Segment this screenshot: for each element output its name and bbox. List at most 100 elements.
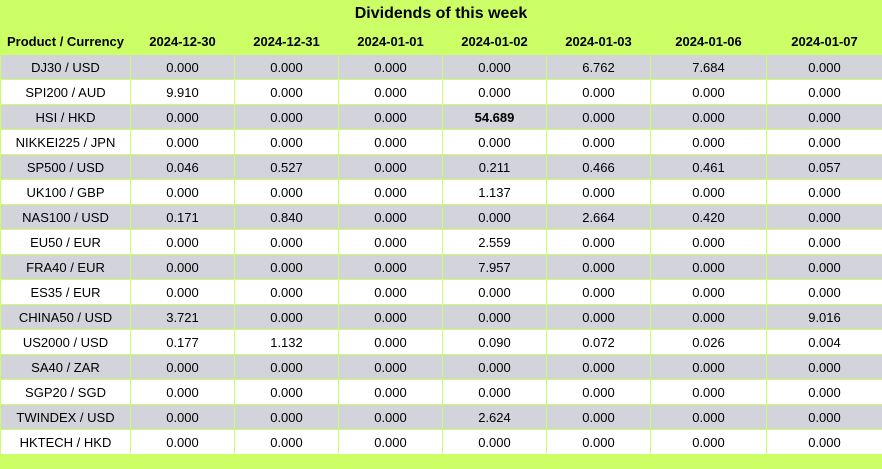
dividend-value-cell: 0.000	[766, 279, 882, 305]
dividend-value-cell: 0.000	[766, 254, 882, 280]
dividend-value-cell: 0.527	[234, 154, 339, 180]
dividend-value-cell: 0.000	[130, 54, 235, 80]
dividend-value-cell: 0.000	[546, 104, 651, 130]
dividend-value-cell: 0.000	[234, 54, 339, 80]
dividend-value-cell: 0.000	[234, 254, 339, 280]
header-date: 2024-01-03	[546, 28, 651, 55]
dividend-value-cell: 0.211	[442, 154, 547, 180]
table-row: HSI / HKD 0.000 0.000 0.000 54.689 0.000 0.000…	[0, 104, 882, 130]
table-row: SGP20 / SGD 0.000 0.000 0.000 0.000 0.000 0.00…	[0, 379, 882, 405]
dividend-value-cell: 0.000	[130, 129, 235, 155]
dividend-value-cell: 0.000	[234, 104, 339, 130]
table-row: US2000 / USD 0.177 1.132 0.000 0.090 0.072 0.0…	[0, 329, 882, 355]
dividend-value-cell: 0.000	[130, 179, 235, 205]
dividend-value-cell: 0.000	[442, 279, 547, 305]
dividend-value-cell: 0.000	[442, 429, 547, 455]
header-date: 2024-01-07	[766, 28, 882, 55]
table-row: FRA40 / EUR 0.000 0.000 0.000 7.957 0.000 0.00…	[0, 254, 882, 280]
dividend-value-cell: 0.000	[130, 279, 235, 305]
dividend-value-cell: 0.000	[442, 129, 547, 155]
header-date: 2024-12-31	[234, 28, 339, 55]
product-currency-cell: CHINA50 / USD	[0, 304, 131, 330]
table-row: UK100 / GBP 0.000 0.000 0.000 1.137 0.000 0.00…	[0, 179, 882, 205]
dividend-value-cell: 0.000	[234, 229, 339, 255]
dividend-value-cell: 3.721	[130, 304, 235, 330]
dividend-value-cell: 0.000	[650, 304, 767, 330]
dividend-value-cell: 0.000	[234, 79, 339, 105]
dividend-value-cell: 0.000	[766, 104, 882, 130]
dividend-value-cell: 0.000	[546, 304, 651, 330]
dividend-value-cell: 0.000	[546, 254, 651, 280]
dividend-value-cell: 0.000	[338, 229, 443, 255]
dividend-value-cell: 0.000	[442, 379, 547, 405]
dividend-value-cell: 0.090	[442, 329, 547, 355]
dividend-value-cell: 0.000	[766, 429, 882, 455]
product-currency-cell: SP500 / USD	[0, 154, 131, 180]
dividend-value-cell: 0.004	[766, 329, 882, 355]
table-row: SPI200 / AUD 9.910 0.000 0.000 0.000 0.000 0.0…	[0, 79, 882, 105]
dividend-value-cell: 0.466	[546, 154, 651, 180]
dividend-value-cell: 0.840	[234, 204, 339, 230]
dividend-value-cell: 0.000	[546, 229, 651, 255]
dividend-value-cell: 0.000	[234, 279, 339, 305]
dividend-value-cell: 0.000	[338, 154, 443, 180]
dividend-value-cell: 0.000	[234, 354, 339, 380]
dividend-value-cell: 54.689	[442, 104, 547, 130]
dividend-value-cell: 0.000	[650, 379, 767, 405]
dividend-value-cell: 0.000	[338, 304, 443, 330]
dividend-value-cell: 0.000	[650, 79, 767, 105]
table-row: NIKKEI225 / JPN 0.000 0.000 0.000 0.000 0.000…	[0, 129, 882, 155]
dividend-value-cell: 7.684	[650, 54, 767, 80]
dividend-value-cell: 0.000	[546, 379, 651, 405]
dividend-value-cell: 0.000	[338, 379, 443, 405]
dividend-value-cell: 1.137	[442, 179, 547, 205]
dividend-value-cell: 0.000	[650, 129, 767, 155]
dividend-value-cell: 0.000	[766, 404, 882, 430]
dividend-value-cell: 1.132	[234, 329, 339, 355]
dividend-value-cell: 0.000	[546, 404, 651, 430]
product-currency-cell: SGP20 / SGD	[0, 379, 131, 405]
product-currency-cell: US2000 / USD	[0, 329, 131, 355]
product-currency-cell: SPI200 / AUD	[0, 79, 131, 105]
table-row: CHINA50 / USD 3.721 0.000 0.000 0.000 0.000 0.…	[0, 304, 882, 330]
dividend-value-cell: 0.000	[650, 354, 767, 380]
dividend-value-cell: 0.000	[130, 104, 235, 130]
table-row: SP500 / USD 0.046 0.527 0.000 0.211 0.466 0.46…	[0, 154, 882, 180]
dividend-value-cell: 0.171	[130, 204, 235, 230]
dividend-value-cell: 0.000	[234, 304, 339, 330]
dividend-value-cell: 0.000	[130, 429, 235, 455]
table-row: ES35 / EUR 0.000 0.000 0.000 0.000 0.000 0.000…	[0, 279, 882, 305]
product-currency-cell: UK100 / GBP	[0, 179, 131, 205]
dividend-value-cell: 0.000	[442, 354, 547, 380]
table-row: EU50 / EUR 0.000 0.000 0.000 2.559 0.000 0.000…	[0, 229, 882, 255]
dividend-value-cell: 0.000	[442, 54, 547, 80]
dividend-value-cell: 0.000	[234, 429, 339, 455]
dividend-value-cell: 0.000	[650, 104, 767, 130]
product-currency-cell: SA40 / ZAR	[0, 354, 131, 380]
dividend-value-cell: 9.016	[766, 304, 882, 330]
dividend-value-cell: 0.000	[546, 429, 651, 455]
dividend-value-cell: 0.461	[650, 154, 767, 180]
product-currency-cell: DJ30 / USD	[0, 54, 131, 80]
dividend-value-cell: 0.000	[338, 254, 443, 280]
dividend-value-cell: 0.177	[130, 329, 235, 355]
dividend-value-cell: 0.000	[766, 354, 882, 380]
product-currency-cell: FRA40 / EUR	[0, 254, 131, 280]
dividend-value-cell: 0.000	[650, 179, 767, 205]
header-product-currency: Product / Currency	[0, 28, 131, 55]
header-date: 2024-01-02	[442, 28, 547, 55]
dividend-value-cell: 0.000	[766, 129, 882, 155]
product-currency-cell: HSI / HKD	[0, 104, 131, 130]
dividend-value-cell: 0.046	[130, 154, 235, 180]
table-row: HKTECH / HKD 0.000 0.000 0.000 0.000 0.000 0.0…	[0, 429, 882, 455]
dividend-value-cell: 0.000	[130, 404, 235, 430]
product-currency-cell: ES35 / EUR	[0, 279, 131, 305]
dividend-value-cell: 0.000	[766, 204, 882, 230]
table-row: DJ30 / USD 0.000 0.000 0.000 0.000 6.762 7.684…	[0, 54, 882, 80]
header-date: 2024-01-01	[338, 28, 443, 55]
dividend-value-cell: 0.000	[650, 404, 767, 430]
dividend-value-cell: 0.000	[338, 104, 443, 130]
dividend-value-cell: 0.000	[130, 354, 235, 380]
product-currency-cell: EU50 / EUR	[0, 229, 131, 255]
